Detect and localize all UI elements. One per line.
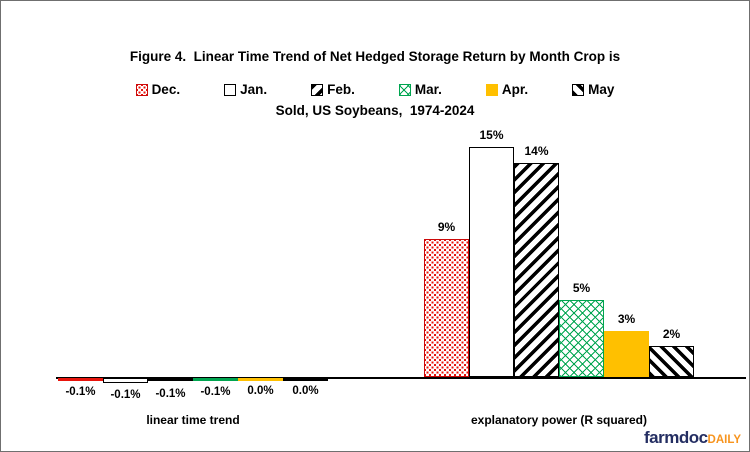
legend-swatch-feb — [311, 83, 324, 96]
legend-swatch-mar — [398, 83, 411, 96]
value-label-explanatory-power-jan: 15% — [479, 128, 504, 142]
legend-item-may: May — [572, 82, 614, 97]
legend-item-feb: Feb. — [311, 82, 355, 97]
value-label-explanatory-power-apr: 3% — [617, 312, 636, 326]
x-axis-line — [56, 377, 746, 379]
legend-label-apr: Apr. — [501, 82, 529, 97]
value-label-linear-time-trend-jan: -0.1% — [110, 389, 141, 401]
bar-linear-time-trend-mar — [193, 378, 238, 381]
legend-item-mar: Mar. — [398, 82, 442, 97]
bar-explanatory-power-feb — [514, 163, 559, 377]
value-label-linear-time-trend-feb: -0.1% — [155, 388, 186, 400]
value-label-explanatory-power-may: 2% — [662, 327, 681, 341]
chart-title-line1: Figure 4. Linear Time Trend of Net Hedge… — [129, 49, 621, 64]
legend-swatch-may — [572, 83, 585, 96]
legend-item-jan: Jan. — [224, 82, 267, 97]
value-label-linear-time-trend-apr: 0.0% — [247, 385, 274, 397]
legend-swatch-dec — [135, 83, 148, 96]
legend: Dec. Jan. Feb. Mar. Apr. May — [1, 82, 749, 97]
value-label-explanatory-power-mar: 5% — [572, 281, 591, 295]
logo-farmdoc-text: farmdoc — [643, 428, 708, 447]
legend-label-dec: Dec. — [151, 82, 181, 97]
bar-explanatory-power-dec — [424, 239, 469, 377]
chart-title-line2: Sold, US Soybeans, 1974-2024 — [275, 103, 475, 118]
value-label-linear-time-trend-mar: -0.1% — [200, 386, 231, 398]
bar-linear-time-trend-may — [283, 378, 328, 381]
bar-explanatory-power-mar — [559, 300, 604, 377]
value-label-linear-time-trend-dec: -0.1% — [65, 386, 96, 398]
bar-linear-time-trend-apr — [238, 378, 283, 381]
legend-label-jan: Jan. — [240, 82, 268, 97]
bar-explanatory-power-jan — [469, 147, 514, 377]
chart-title: Figure 4. Linear Time Trend of Net Hedge… — [1, 12, 749, 156]
value-label-explanatory-power-feb: 14% — [524, 144, 549, 158]
bar-explanatory-power-apr — [604, 331, 649, 377]
legend-item-dec: Dec. — [135, 82, 181, 97]
farmdoc-daily-logo: farmdocDAILY — [644, 428, 741, 448]
legend-label-feb: Feb. — [327, 82, 355, 97]
logo-daily-text: DAILY — [707, 434, 741, 446]
legend-label-may: May — [588, 82, 615, 97]
bar-linear-time-trend-dec — [58, 378, 103, 381]
bar-linear-time-trend-jan — [103, 378, 148, 383]
category-label-explanatory-power: explanatory power (R squared) — [470, 413, 648, 427]
legend-swatch-apr — [485, 83, 498, 96]
legend-label-mar: Mar. — [414, 82, 442, 97]
legend-item-apr: Apr. — [485, 82, 529, 97]
bar-linear-time-trend-feb — [148, 378, 193, 381]
value-label-linear-time-trend-may: 0.0% — [292, 385, 319, 397]
bar-explanatory-power-may — [649, 346, 694, 377]
category-label-linear-time-trend: linear time trend — [146, 413, 240, 427]
value-label-explanatory-power-dec: 9% — [437, 220, 456, 234]
legend-swatch-jan — [224, 83, 237, 96]
